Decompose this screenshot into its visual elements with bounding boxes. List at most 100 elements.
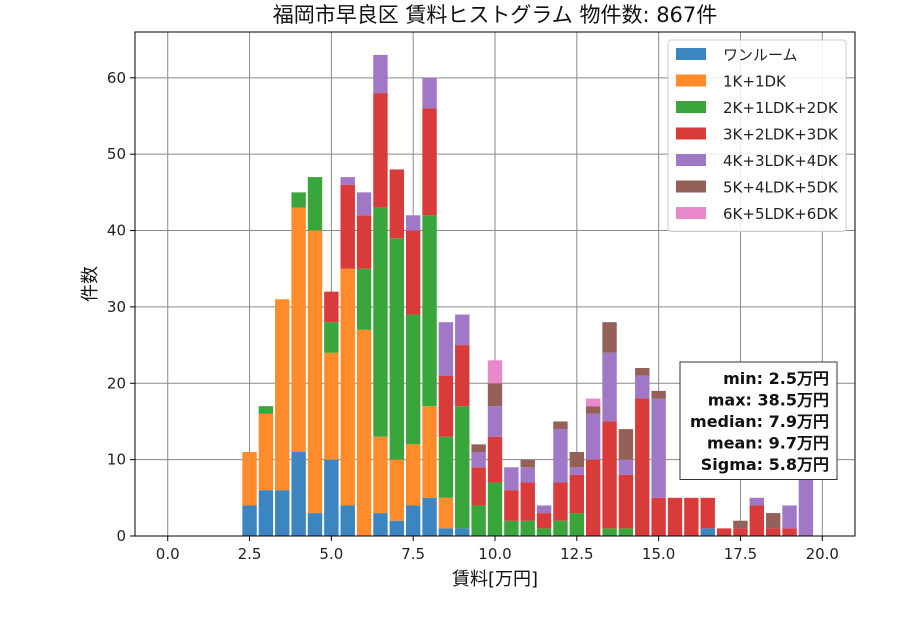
histogram-bar [553, 520, 568, 536]
histogram-bar [716, 528, 732, 536]
legend-label: 6K+5LDK+6DK [723, 205, 839, 223]
histogram-bar [455, 406, 470, 529]
histogram-bar [307, 230, 323, 514]
histogram-bar [356, 215, 372, 269]
histogram-bar [569, 513, 585, 536]
histogram-bar [275, 490, 290, 536]
stats-box-frame [679, 361, 838, 480]
y-tick-label: 40 [107, 222, 126, 240]
histogram-bar [487, 436, 503, 483]
legend-swatch [676, 180, 706, 193]
x-tick-label: 5.0 [319, 545, 343, 563]
stats-line: mean: 9.7万円 [707, 434, 829, 453]
legend-swatch [676, 48, 706, 60]
histogram-bar [536, 513, 552, 529]
histogram-bar [618, 528, 634, 536]
histogram-bar [422, 77, 437, 109]
x-tick-label: 15.0 [642, 545, 675, 563]
legend-label: 2K+1LDK+2DK [723, 99, 839, 117]
chart-title: 福岡市早良区 賃料ヒストグラム 物件数: 867件 [273, 3, 718, 27]
histogram-bar [585, 398, 601, 407]
stats-line: Sigma: 5.8万円 [701, 455, 829, 474]
histogram-bar [585, 406, 601, 414]
histogram-bar [618, 429, 634, 460]
histogram-bar [569, 467, 585, 475]
histogram-bar [618, 459, 634, 475]
legend: ワンルーム 1K+1DK 2K+1LDK+2DK 3K+2LDK+3DK 4K+3LDK… [667, 39, 847, 232]
legend-label: 1K+1DK [723, 73, 787, 91]
x-tick-label: 2.5 [238, 545, 262, 563]
histogram-bar [389, 459, 405, 521]
histogram-bar [520, 459, 535, 468]
histogram-bar [373, 207, 388, 437]
histogram-bar [569, 474, 585, 514]
histogram-bar [438, 497, 454, 529]
histogram-bar [324, 291, 339, 323]
y-tick-label: 20 [107, 374, 126, 392]
bars-group [242, 54, 814, 536]
y-tick-label: 60 [107, 69, 126, 87]
histogram-bar [405, 505, 421, 536]
histogram-bar [324, 352, 339, 460]
histogram-bar [765, 528, 781, 536]
histogram-bar [700, 528, 715, 536]
histogram-bar [455, 345, 470, 407]
histogram-bar [471, 467, 486, 506]
histogram-bar [504, 490, 519, 521]
histogram-bar [733, 528, 748, 536]
histogram-bar [275, 299, 290, 491]
histogram-bar [487, 383, 503, 407]
histogram-bar [438, 436, 454, 498]
x-tick-label: 10.0 [478, 545, 511, 563]
histogram-bar [389, 520, 405, 536]
y-tick-label: 10 [107, 451, 126, 469]
histogram-bar [291, 452, 306, 536]
histogram-bar [635, 368, 650, 376]
stats-line: median: 7.9万円 [690, 412, 829, 431]
histogram-bar [438, 375, 454, 437]
x-tick-label: 12.5 [560, 545, 593, 563]
histogram-bar [455, 314, 470, 346]
histogram-bar [553, 421, 568, 430]
histogram-bar [504, 520, 519, 536]
legend-swatch [676, 101, 706, 113]
legend-label: 5K+4LDK+5DK [723, 179, 839, 197]
histogram-bar [258, 406, 274, 414]
histogram-bar [749, 505, 765, 536]
histogram-bar [651, 398, 666, 498]
x-tick-label: 17.5 [724, 545, 757, 563]
y-tick-label: 0 [116, 527, 126, 545]
histogram-bar [356, 329, 372, 536]
histogram-bar [504, 467, 519, 491]
x-tick-label: 7.5 [401, 545, 425, 563]
histogram-bar [471, 505, 486, 536]
histogram-bar [438, 322, 454, 376]
histogram-bar [487, 406, 503, 437]
histogram-bar [536, 528, 552, 536]
x-tick-label: 0.0 [156, 545, 180, 563]
histogram-bar [684, 497, 699, 536]
histogram-bar [782, 505, 797, 529]
legend-box [667, 39, 847, 232]
histogram-bar [520, 482, 535, 521]
histogram-bar [536, 505, 552, 514]
histogram-bar [291, 207, 306, 452]
histogram-bar [700, 497, 715, 529]
histogram-bar [553, 429, 568, 483]
histogram-bar [602, 352, 617, 422]
stats-line: min: 2.5万円 [723, 369, 829, 388]
histogram-bar [602, 421, 617, 529]
histogram-bar [422, 215, 437, 407]
legend-label: ワンルーム [723, 46, 798, 64]
stats-line: max: 38.5万円 [708, 391, 829, 410]
legend-swatch [676, 154, 706, 166]
histogram-bar [667, 497, 683, 536]
histogram-bar [585, 459, 601, 536]
histogram-bar [340, 268, 355, 506]
histogram-bar [307, 177, 323, 231]
histogram-bar [307, 513, 323, 536]
histogram-bar [356, 268, 372, 330]
histogram-bar [569, 452, 585, 468]
histogram-bar [618, 474, 634, 529]
